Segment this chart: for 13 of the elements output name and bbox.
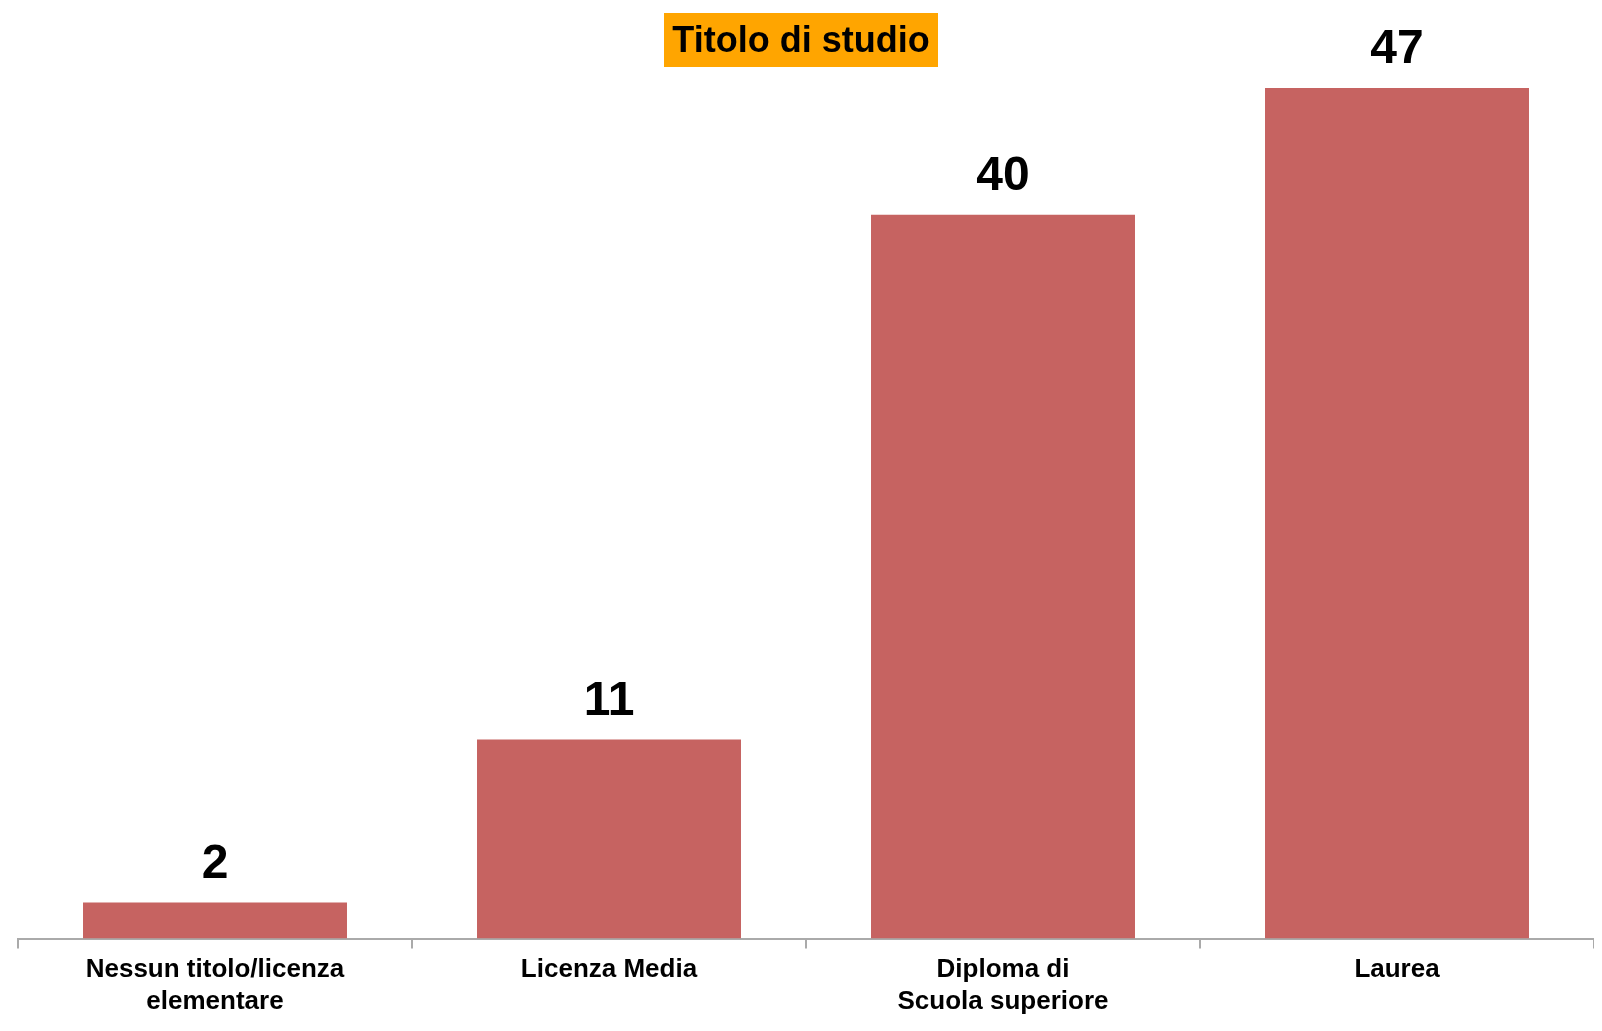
- data-label: 11: [583, 671, 635, 725]
- bar: [871, 214, 1135, 939]
- chart-title: Titolo di studio: [664, 13, 938, 67]
- x-tick-label: Nessun titolo/licenza elementare: [85, 953, 345, 1015]
- bar: [477, 739, 741, 939]
- x-tick-label: Diploma di Scuola superiore: [897, 953, 1109, 1015]
- data-label: 2: [201, 834, 229, 888]
- data-label: 47: [1370, 20, 1424, 74]
- bar: [83, 902, 347, 939]
- x-tick-label: Laurea: [1354, 953, 1441, 984]
- x-tick-label: Licenza Media: [520, 953, 698, 984]
- data-label: 40: [976, 146, 1030, 200]
- bar: [1265, 88, 1529, 939]
